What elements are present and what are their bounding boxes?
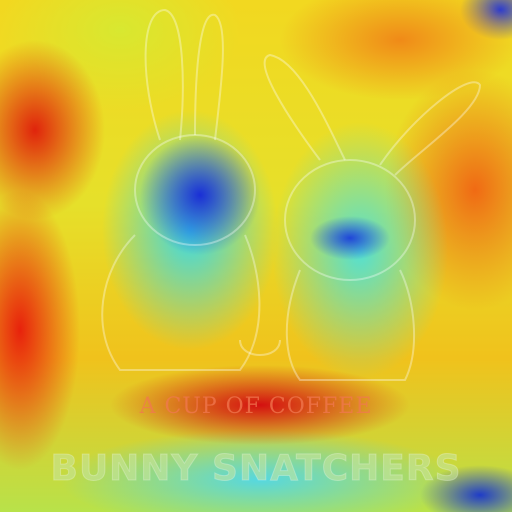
left-bunny-ear: [144, 8, 184, 141]
brand-title: BUNNY SNATCHERS: [50, 448, 462, 490]
subtitle-text: A CUP OF COFFEE: [139, 394, 373, 419]
